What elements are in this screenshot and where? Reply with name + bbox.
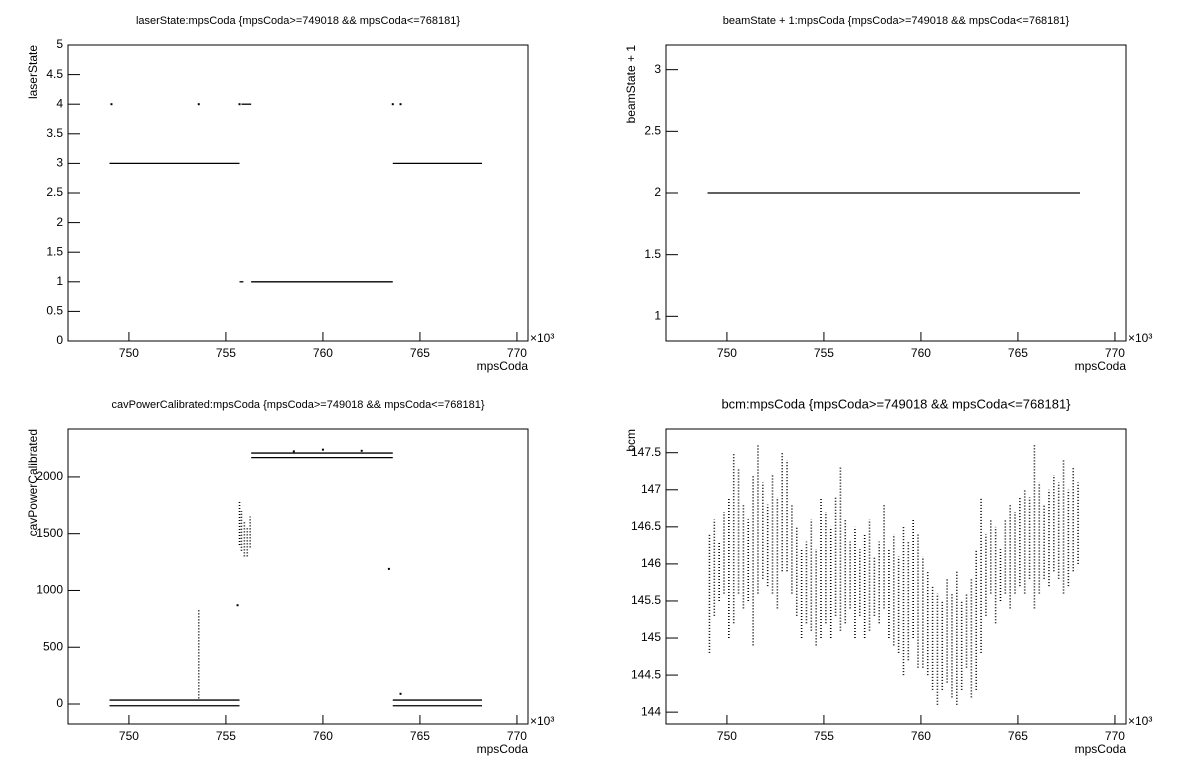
y-tick-label: 145 — [641, 630, 661, 644]
x-tick-label: 770 — [507, 346, 527, 360]
y-tick-label: 1000 — [36, 583, 63, 597]
x-axis-label: mpsCoda — [1075, 742, 1127, 756]
x-tick-label: 760 — [911, 729, 931, 743]
x-tick-label: 755 — [814, 729, 834, 743]
y-tick-label: 2000 — [36, 469, 63, 483]
y-tick-label: 1 — [56, 274, 63, 288]
y-tick-label: 1500 — [36, 526, 63, 540]
y-tick-label: 147 — [641, 482, 661, 496]
y-tick-label: 0 — [56, 696, 63, 710]
y-tick-label: 1 — [654, 309, 661, 323]
x-multiplier: ×10³ — [530, 331, 554, 345]
data-point — [292, 450, 295, 453]
y-tick-label: 144.5 — [631, 667, 661, 681]
x-tick-label: 765 — [410, 346, 430, 360]
y-tick-label: 0.5 — [46, 304, 63, 318]
y-tick-label: 2.5 — [644, 124, 661, 138]
x-tick-label: 760 — [313, 729, 333, 743]
x-multiplier: ×10³ — [530, 714, 554, 728]
x-tick-label: 765 — [1008, 346, 1028, 360]
x-tick-label: 760 — [313, 346, 333, 360]
x-tick-label: 755 — [216, 346, 236, 360]
data-point — [236, 604, 239, 607]
y-tick-label: 144 — [641, 704, 661, 718]
y-tick-label: 146.5 — [631, 519, 661, 533]
y-tick-label: 3.5 — [46, 126, 63, 140]
x-axis-label: mpsCoda — [477, 742, 529, 756]
data-point — [360, 449, 363, 452]
chart-title: laserState:mpsCoda {mpsCoda>=749018 && m… — [136, 15, 460, 27]
x-tick-label: 770 — [507, 729, 527, 743]
chart-title: bcm:mpsCoda {mpsCoda>=749018 && mpsCoda<… — [721, 396, 1071, 411]
y-axis-label: bcm — [624, 429, 638, 452]
x-tick-label: 755 — [216, 729, 236, 743]
data-point — [391, 103, 394, 106]
y-tick-label: 146 — [641, 556, 661, 570]
x-tick-label: 750 — [717, 729, 737, 743]
y-tick-label: 1.5 — [46, 244, 63, 258]
data-point — [110, 103, 113, 106]
x-tick-label: 750 — [119, 346, 139, 360]
chart-title: cavPowerCalibrated:mpsCoda {mpsCoda>=749… — [111, 399, 484, 411]
data-point — [399, 103, 402, 106]
data-point — [238, 103, 241, 106]
x-tick-label: 755 — [814, 346, 834, 360]
y-tick-label: 145.5 — [631, 593, 661, 607]
y-tick-label: 147.5 — [631, 445, 661, 459]
y-tick-label: 5 — [56, 37, 63, 51]
y-axis-label: cavPowerCalibrated — [26, 429, 40, 536]
x-tick-label: 765 — [1008, 729, 1028, 743]
y-tick-label: 3 — [654, 62, 661, 76]
y-axis-label: beamState + 1 — [624, 45, 638, 124]
x-axis-label: mpsCoda — [1075, 359, 1127, 373]
x-multiplier: ×10³ — [1128, 714, 1152, 728]
y-tick-label: 1.5 — [644, 247, 661, 261]
x-tick-label: 770 — [1105, 729, 1125, 743]
plot-frame — [665, 428, 1127, 725]
plot-frame — [67, 44, 529, 342]
x-multiplier: ×10³ — [1128, 331, 1152, 345]
x-tick-label: 750 — [119, 729, 139, 743]
y-tick-label: 0 — [56, 333, 63, 347]
data-point — [197, 103, 200, 106]
data-point — [399, 692, 402, 695]
y-tick-label: 3 — [56, 156, 63, 170]
x-axis-label: mpsCoda — [477, 359, 529, 373]
x-tick-label: 765 — [410, 729, 430, 743]
y-tick-label: 2.5 — [46, 185, 63, 199]
y-tick-label: 4.5 — [46, 67, 63, 81]
data-point — [321, 448, 324, 451]
plot-frame — [67, 428, 529, 725]
x-tick-label: 760 — [911, 346, 931, 360]
x-tick-label: 750 — [717, 346, 737, 360]
y-tick-label: 4 — [56, 96, 63, 110]
data-point — [387, 567, 390, 570]
y-tick-label: 2 — [56, 215, 63, 229]
y-tick-label: 500 — [43, 639, 63, 653]
y-axis-label: laserState — [26, 45, 40, 99]
y-tick-label: 2 — [654, 185, 661, 199]
x-tick-label: 770 — [1105, 346, 1125, 360]
chart-title: beamState + 1:mpsCoda {mpsCoda>=749018 &… — [723, 15, 1070, 27]
